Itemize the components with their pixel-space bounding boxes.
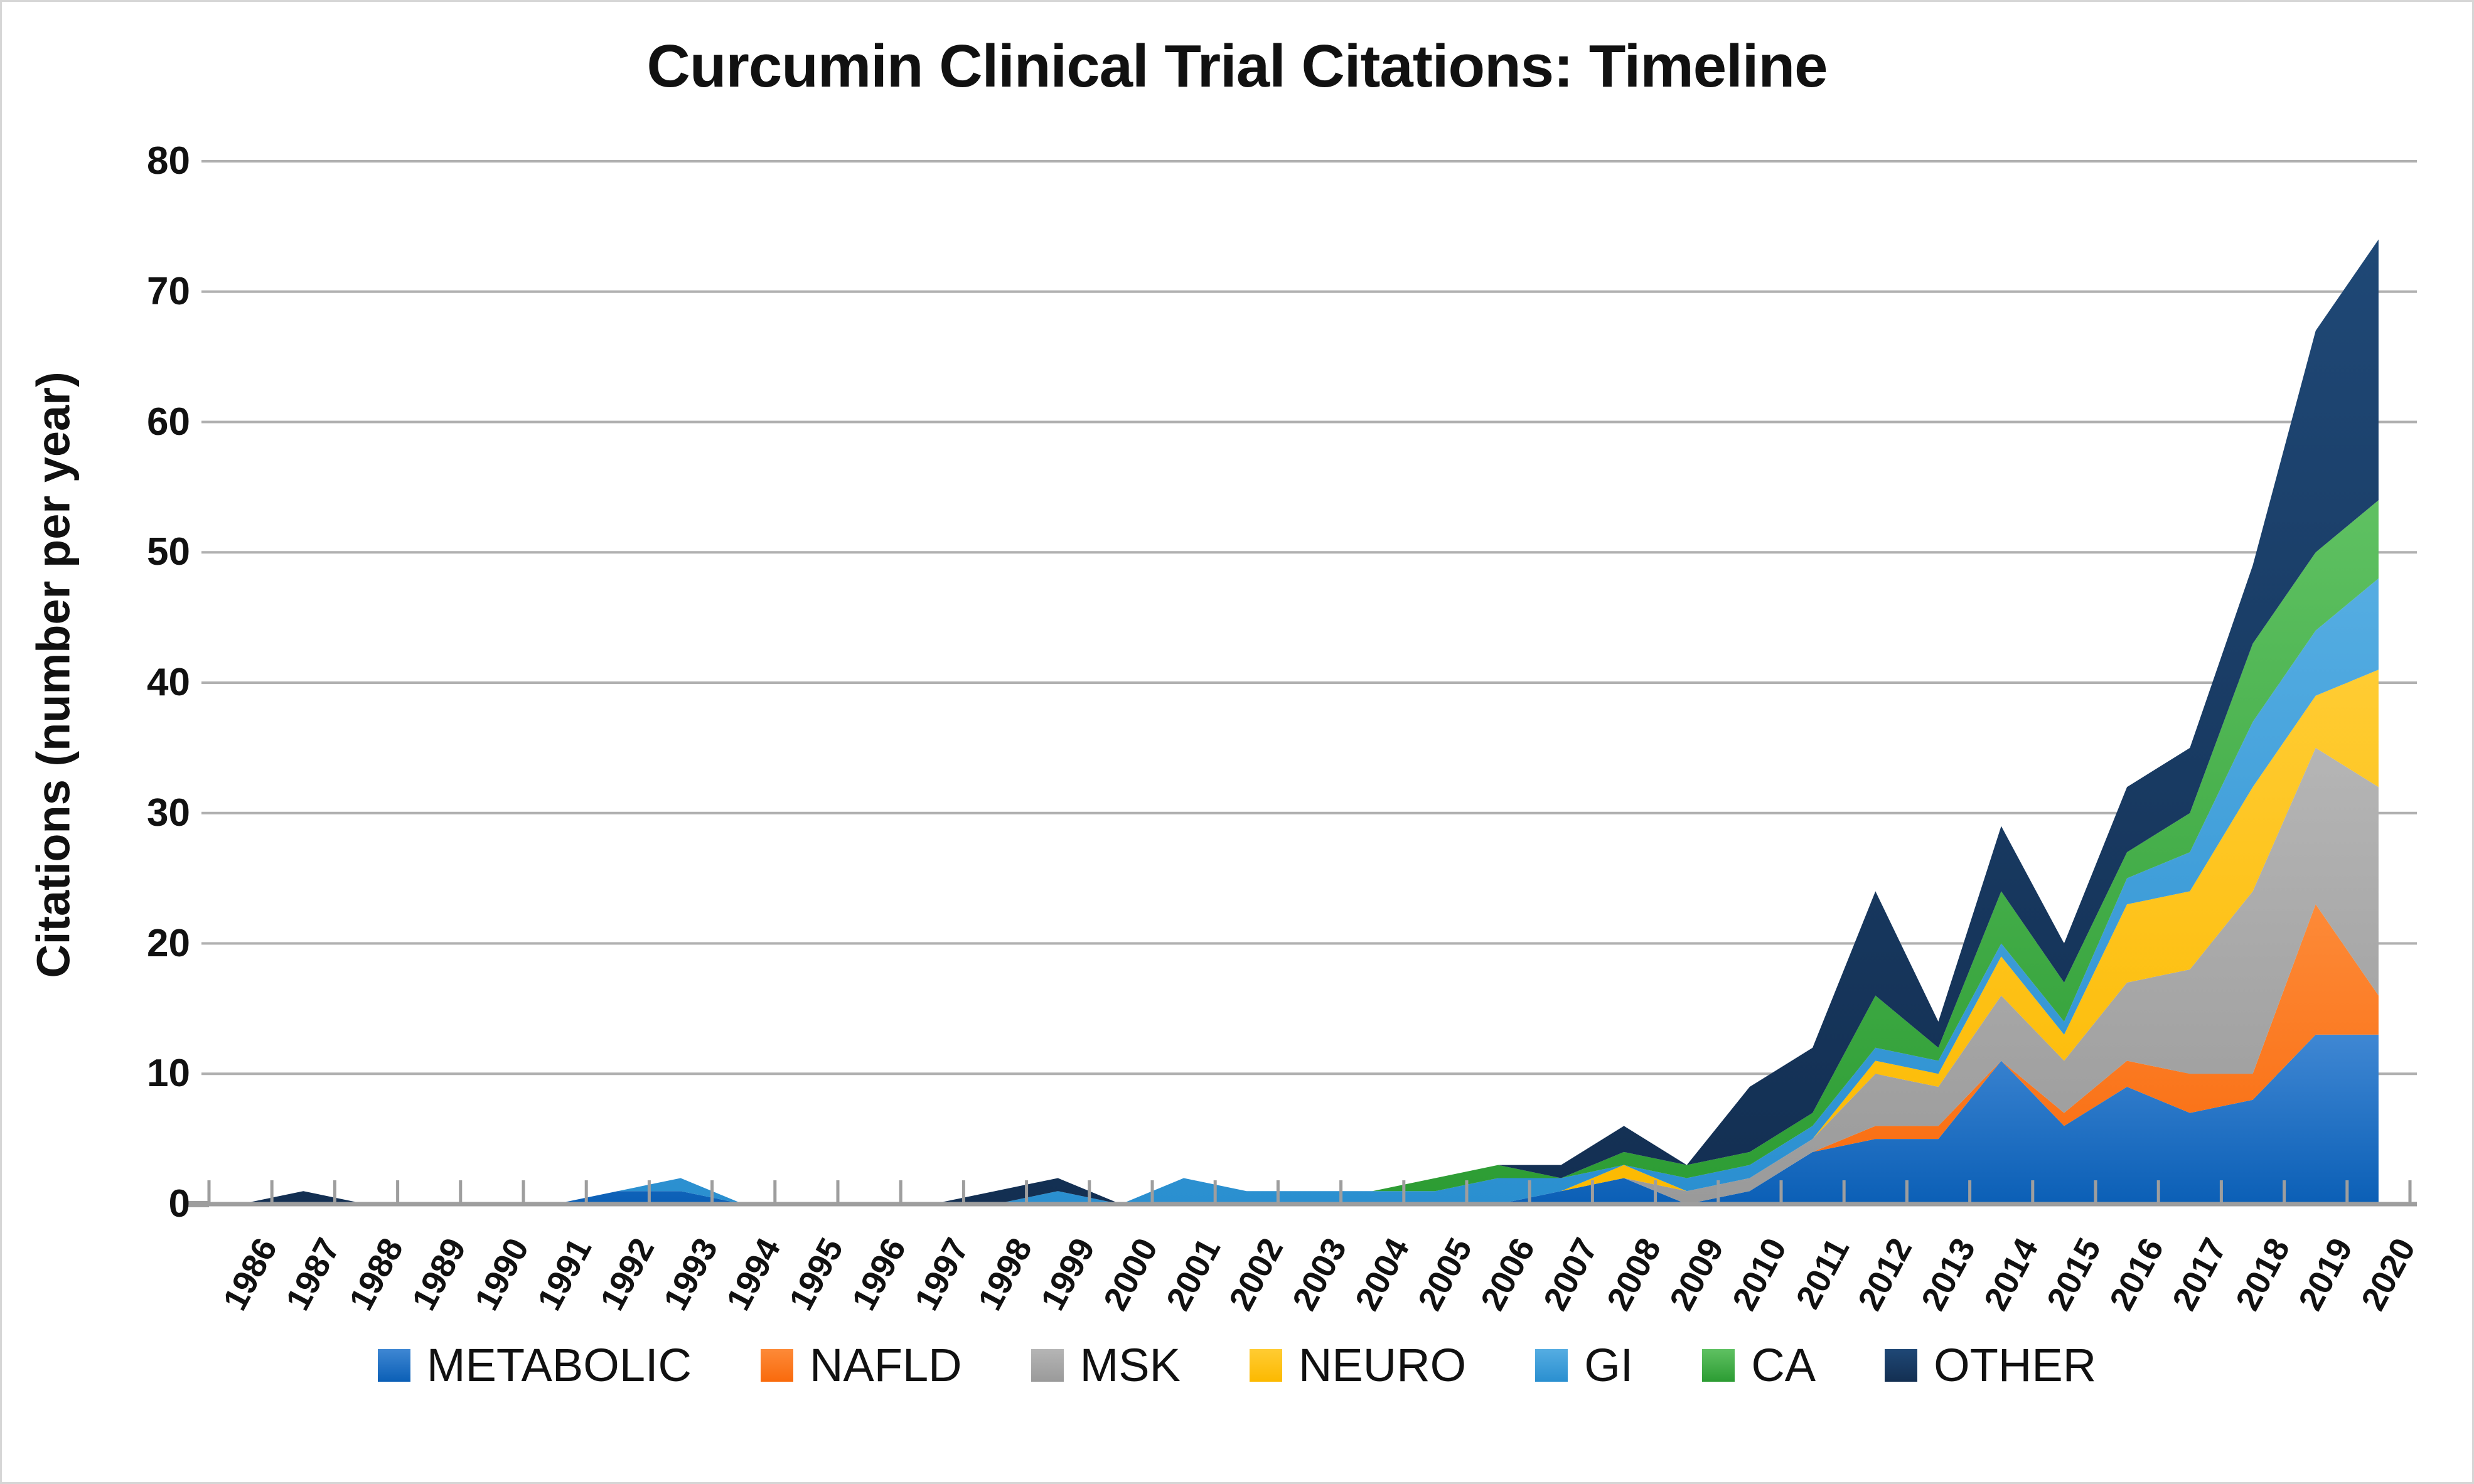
y-tick-label-80: 80 [147, 139, 190, 183]
legend-label-OTHER: OTHER [1934, 1339, 2097, 1391]
legend-label-GI: GI [1584, 1339, 1634, 1391]
legend-label-NEURO: NEURO [1298, 1339, 1467, 1391]
area-series-METABOLIC [240, 1034, 2379, 1204]
legend-swatch-MSK [1031, 1348, 1064, 1382]
chart-title: Curcumin Clinical Trial Citations: Timel… [646, 33, 1828, 100]
legend: METABOLIC NAFLD MSK NEURO GI CA OTHER [2, 1338, 2472, 1392]
legend-swatch-NEURO [1249, 1348, 1282, 1382]
legend-item-NAFLD: NAFLD [760, 1338, 962, 1392]
legend-swatch-OTHER [1885, 1348, 1918, 1382]
legend-swatch-GI [1535, 1348, 1568, 1382]
legend-item-METABOLIC: METABOLIC [377, 1338, 692, 1392]
legend-item-OTHER: OTHER [1885, 1338, 2096, 1392]
legend-swatch-CA [1702, 1348, 1735, 1382]
legend-swatch-NAFLD [760, 1348, 793, 1382]
legend-item-NEURO: NEURO [1249, 1338, 1467, 1392]
legend-item-GI: GI [1535, 1338, 1633, 1392]
y-tick-label-40: 40 [147, 661, 190, 704]
legend-swatch-METABOLIC [377, 1348, 410, 1382]
legend-label-MSK: MSK [1079, 1339, 1181, 1391]
y-tick-label-50: 50 [147, 530, 190, 574]
y-tick-label-20: 20 [147, 921, 190, 965]
legend-label-NAFLD: NAFLD [809, 1339, 962, 1391]
y-tick-label-10: 10 [147, 1052, 190, 1096]
legend-item-CA: CA [1702, 1338, 1816, 1392]
legend-item-MSK: MSK [1031, 1338, 1181, 1392]
legend-label-CA: CA [1751, 1339, 1816, 1391]
y-tick-label-0: 0 [168, 1182, 190, 1225]
legend-label-METABOLIC: METABOLIC [426, 1339, 692, 1391]
y-tick-label-70: 70 [147, 269, 190, 313]
y-tick-label-60: 60 [147, 400, 190, 444]
y-tick-label-30: 30 [147, 791, 190, 835]
